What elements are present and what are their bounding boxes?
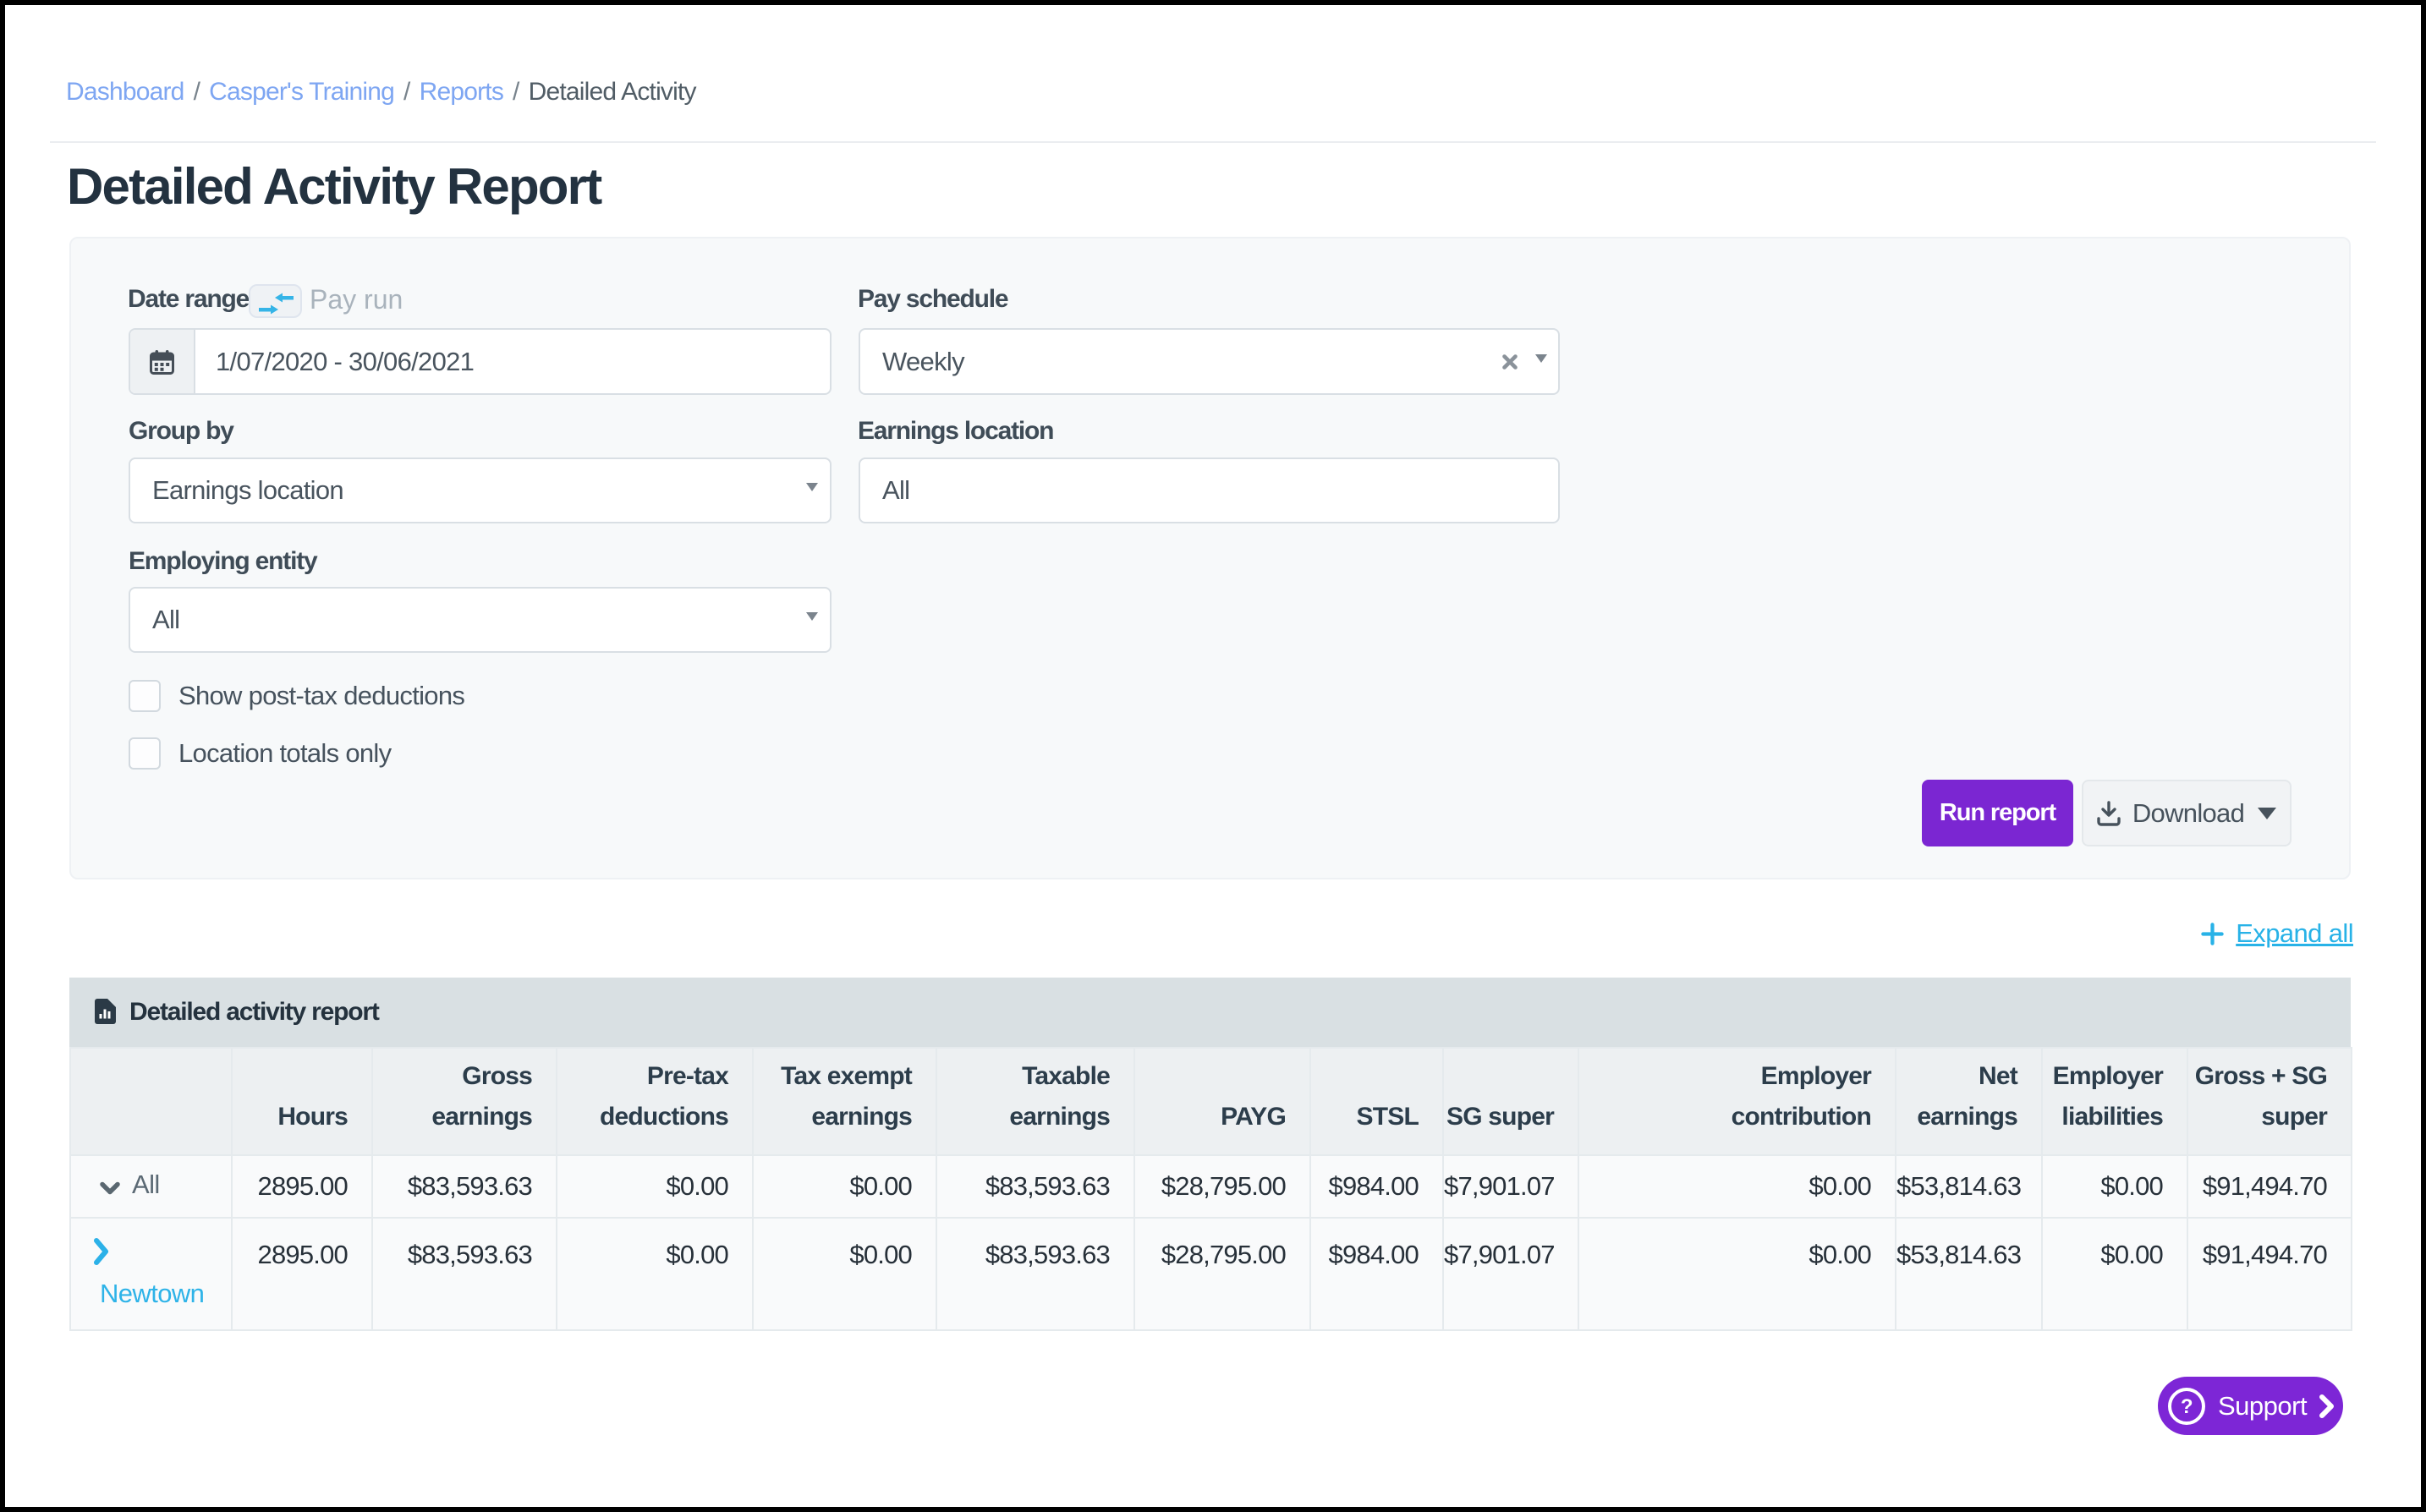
svg-text:?: ?: [2181, 1395, 2193, 1418]
